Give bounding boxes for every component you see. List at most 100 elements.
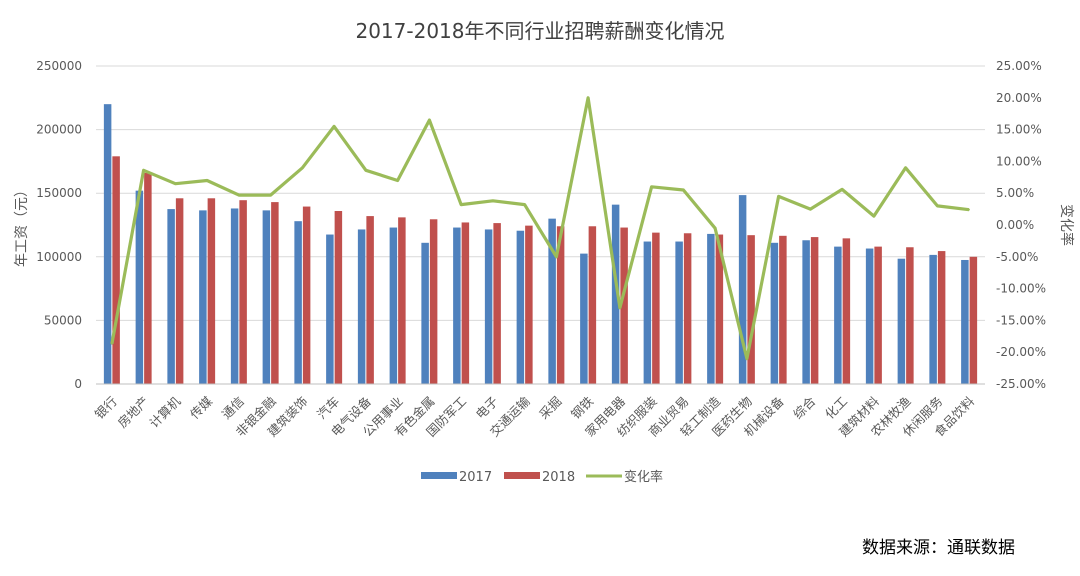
bar-2018 <box>747 235 755 384</box>
chart-title: 2017-2018年不同行业招聘薪酬变化情况 <box>355 19 724 43</box>
change-rate-point <box>809 208 812 210</box>
bar-2018 <box>334 211 343 384</box>
change-rate-point <box>650 186 653 188</box>
y-tick-label: 200000 <box>36 123 82 137</box>
change-rate-point <box>777 195 780 198</box>
bar-2018 <box>906 247 914 384</box>
bar-2017 <box>484 229 493 384</box>
category-label: 综合 <box>790 393 819 422</box>
bar-2017 <box>738 195 747 384</box>
change-rate-point <box>238 194 240 196</box>
bar-2017 <box>707 233 715 384</box>
bar-2017 <box>167 209 175 384</box>
bar-2017 <box>357 229 366 384</box>
change-rate-point <box>365 169 367 172</box>
bar-2017 <box>897 258 906 384</box>
legend-swatch-2018 <box>504 472 540 479</box>
bar-2017 <box>453 227 461 384</box>
bar-2018 <box>175 198 184 384</box>
bar-2018 <box>969 256 978 384</box>
bar-2018 <box>398 217 406 384</box>
y2-tick-label: 25.00% <box>996 59 1042 73</box>
bar-2018 <box>683 233 692 384</box>
y2-tick-label: 10.00% <box>996 154 1042 168</box>
change-rate-point <box>619 306 621 309</box>
legend-label-2018: 2018 <box>542 470 575 485</box>
y-tick-label: 50000 <box>44 313 82 327</box>
bar-2018 <box>525 225 533 384</box>
bar-2017 <box>865 248 874 384</box>
bar-2017 <box>326 234 334 384</box>
change-rate-point <box>904 166 907 169</box>
y2-tick-label: 0.00% <box>996 218 1034 232</box>
change-rate-line <box>110 96 970 361</box>
bar-2018 <box>207 198 216 384</box>
y-axis-title: 年工资（元） <box>14 183 30 267</box>
bar-2017 <box>516 230 525 384</box>
category-label: 计算机 <box>146 393 183 430</box>
bar-2018 <box>302 206 311 384</box>
change-rate-point <box>269 194 272 196</box>
bar-2017 <box>643 241 652 384</box>
bar-2017 <box>929 254 937 384</box>
bars <box>103 104 978 384</box>
bar-2018 <box>144 172 152 384</box>
y-tick-label: 150000 <box>36 186 82 200</box>
bar-2017 <box>389 227 398 384</box>
bar-2018 <box>366 216 374 384</box>
change-rate-line-group <box>110 96 970 361</box>
change-rate-point <box>587 97 589 99</box>
change-rate-point <box>333 125 335 128</box>
bar-2017 <box>548 218 556 384</box>
bar-2017 <box>135 190 144 384</box>
bar-2018 <box>810 237 819 384</box>
bar-2018 <box>842 238 851 384</box>
change-rate-point <box>174 182 177 185</box>
y2-tick-label: -15.00% <box>996 313 1046 327</box>
y2-tick-label: -20.00% <box>996 345 1046 359</box>
tick-labels: 0 50000 100000 150000 200000 250000 -25.00% -20… <box>36 59 1046 391</box>
bar-2017 <box>834 246 842 384</box>
bar-2017 <box>230 208 239 384</box>
bar-2017 <box>802 240 810 384</box>
legend: 2017 2018 变化率 <box>421 469 663 485</box>
bar-2018 <box>779 235 787 384</box>
change-rate-point <box>111 343 113 345</box>
bar-2017 <box>675 241 683 384</box>
bar-2018 <box>239 200 247 384</box>
source-note: 数据来源：通联数据 <box>862 538 1015 558</box>
bar-2017 <box>103 104 112 384</box>
legend-label-change-rate: 变化率 <box>624 469 663 485</box>
bar-2017 <box>421 242 429 384</box>
bar-2017 <box>580 253 588 384</box>
y-tick-label: 250000 <box>36 59 82 73</box>
y-tick-label: 100000 <box>36 250 82 264</box>
bar-2018 <box>429 219 438 384</box>
y2-tick-label: -5.00% <box>996 250 1038 264</box>
legend-swatch-2017 <box>421 472 457 479</box>
change-rate-point <box>873 215 875 217</box>
y2-tick-label: 15.00% <box>996 123 1042 137</box>
bar-2017 <box>770 242 779 384</box>
bar-2018 <box>588 226 597 384</box>
bar-2017 <box>262 210 271 384</box>
bar-2017 <box>961 259 969 384</box>
bar-2018 <box>271 202 279 384</box>
change-rate-point <box>428 119 431 121</box>
gridlines <box>96 65 985 321</box>
bar-2018 <box>556 226 565 384</box>
y2-tick-label: -10.00% <box>996 282 1046 296</box>
bar-2018 <box>937 251 946 384</box>
change-rate-point <box>460 203 462 206</box>
change-rate-point <box>206 179 208 182</box>
y-tick-label: 0 <box>74 377 82 391</box>
change-rate-point <box>301 166 304 169</box>
bar-2018 <box>112 156 120 384</box>
change-rate-point <box>492 200 494 202</box>
change-rate-point <box>968 208 970 211</box>
change-rate-point <box>682 189 685 191</box>
change-rate-point <box>936 205 939 207</box>
legend-label-2017: 2017 <box>459 470 492 485</box>
change-rate-point <box>142 169 145 172</box>
